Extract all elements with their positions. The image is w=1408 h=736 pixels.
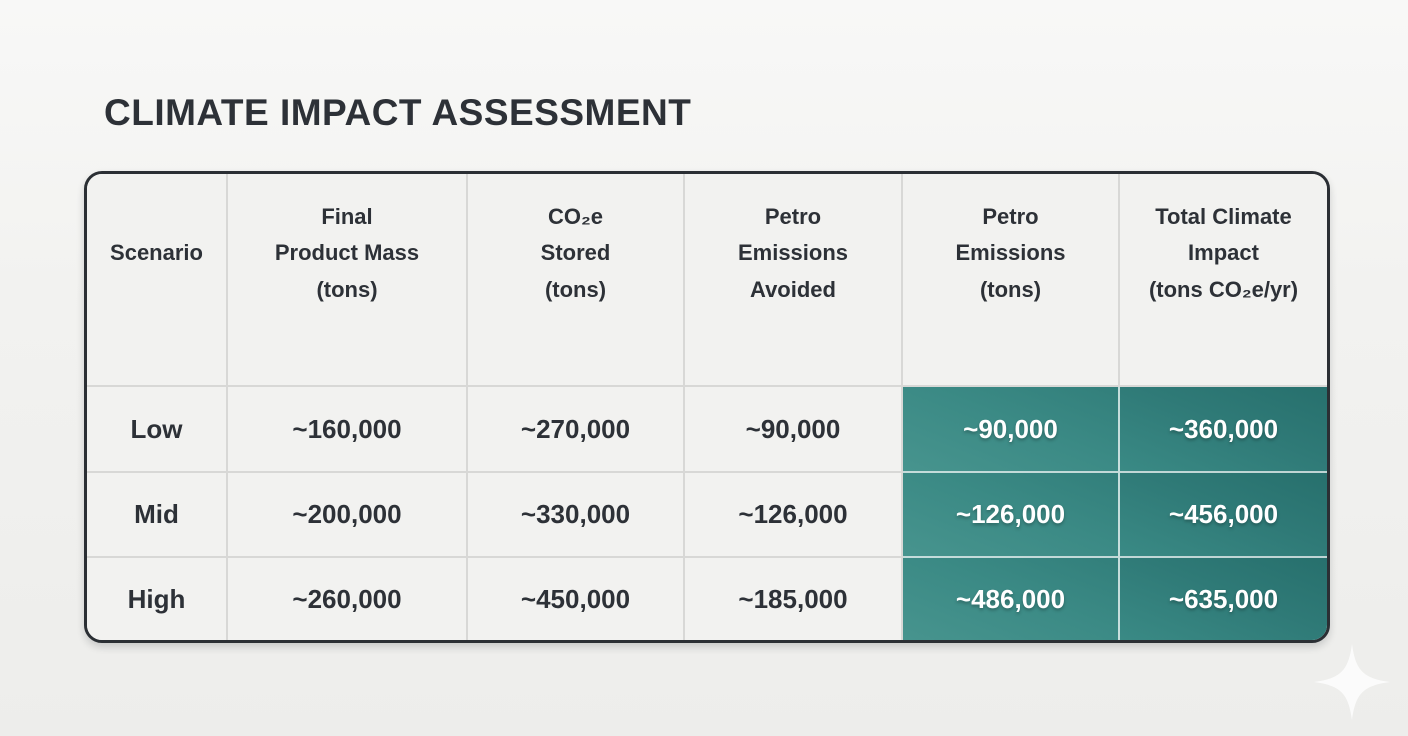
cell-low-total-climate-impact: ~360,000 [1120,387,1327,473]
cell-low-petro-emissions-avoided: ~90,000 [685,387,903,473]
header-cell-co2e-stored: CO₂e Stored (tons) [468,174,685,387]
cell-mid-final-product-mass: ~200,000 [228,473,468,558]
cell-low-petro-emissions: ~90,000 [903,387,1120,473]
row-label-low: Low [87,387,228,473]
header-cell-petro-emissions-avoided: Petro Emissions Avoided [685,174,903,387]
row-label-mid: Mid [87,473,228,558]
table-grid: Scenario Final Product Mass (tons) CO₂e … [87,174,1327,640]
cell-low-co2e-stored: ~270,000 [468,387,685,473]
header-label: Total Climate Impact (tons CO₂e/yr) [1148,204,1299,302]
header-cell-scenario: Scenario [87,174,228,387]
header-cell-total-climate-impact: Total Climate Impact (tons CO₂e/yr) [1120,174,1327,387]
header-label: Scenario [110,240,203,266]
header-label: Final Product Mass (tons) [274,204,420,302]
cell-high-petro-emissions-avoided: ~185,000 [685,558,903,640]
header-label: Petro Emissions (tons) [955,204,1066,302]
cell-high-final-product-mass: ~260,000 [228,558,468,640]
page-title: CLIMATE IMPACT ASSESSMENT [104,92,692,133]
cell-high-total-climate-impact: ~635,000 [1120,558,1327,640]
sparkle-icon [1314,644,1390,720]
cell-high-co2e-stored: ~450,000 [468,558,685,640]
row-label-high: High [87,558,228,640]
header-label: Petro Emissions Avoided [737,204,849,302]
header-cell-petro-emissions: Petro Emissions (tons) [903,174,1120,387]
cell-mid-total-climate-impact: ~456,000 [1120,473,1327,558]
cell-high-petro-emissions: ~486,000 [903,558,1120,640]
climate-impact-table: Scenario Final Product Mass (tons) CO₂e … [84,171,1330,643]
cell-mid-co2e-stored: ~330,000 [468,473,685,558]
cell-low-final-product-mass: ~160,000 [228,387,468,473]
header-label: CO₂e Stored (tons) [540,204,611,302]
header-cell-final-product-mass: Final Product Mass (tons) [228,174,468,387]
cell-mid-petro-emissions: ~126,000 [903,473,1120,558]
cell-mid-petro-emissions-avoided: ~126,000 [685,473,903,558]
